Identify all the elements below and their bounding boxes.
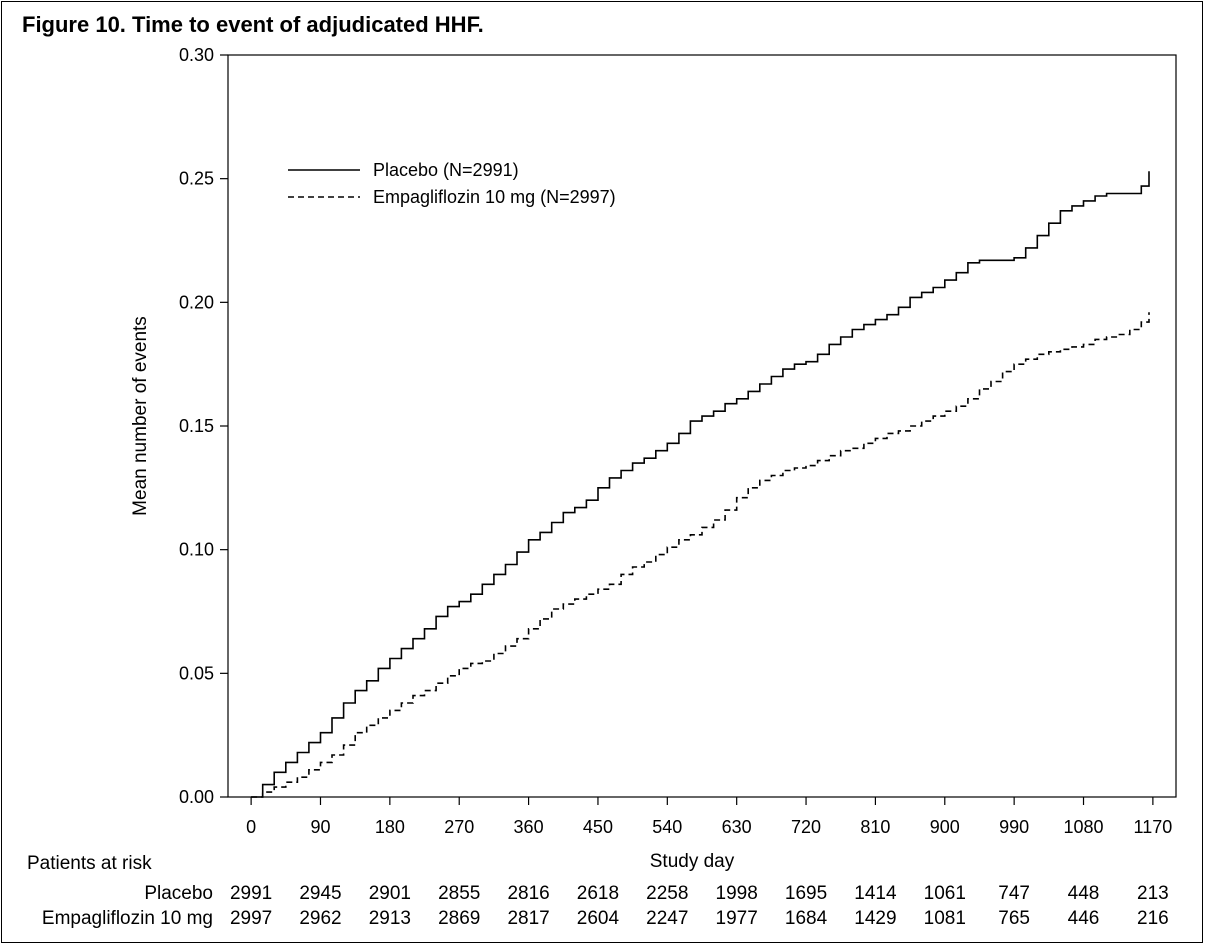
x-axis-label: Study day [650, 851, 735, 872]
at-risk-value: 2817 [507, 908, 549, 929]
series-line-placebo [251, 171, 1150, 798]
at-risk-value: 446 [1068, 908, 1100, 929]
at-risk-value: 2618 [577, 883, 619, 904]
at-risk-row-label: Empagliflozin 10 mg [42, 908, 213, 929]
x-tick-label: 990 [999, 817, 1029, 837]
x-tick-label: 1170 [1134, 817, 1173, 837]
y-tick-label: 0.05 [179, 663, 214, 683]
y-tick-label: 0.00 [179, 787, 214, 807]
y-tick-label: 0.15 [179, 416, 214, 436]
x-tick-label: 450 [583, 817, 613, 837]
x-tick-label: 360 [514, 817, 544, 837]
legend-label: Empagliflozin 10 mg (N=2997) [373, 187, 616, 207]
series-line-empagliflozin [251, 312, 1150, 798]
y-tick-label: 0.20 [179, 292, 214, 312]
at-risk-value: 2258 [646, 883, 688, 904]
chart-series-layer [251, 171, 1150, 798]
figure-title: Figure 10. Time to event of adjudicated … [22, 12, 484, 37]
at-risk-value: 2901 [369, 883, 411, 904]
at-risk-value: 2816 [507, 883, 549, 904]
at-risk-value: 2869 [438, 908, 480, 929]
y-tick-label: 0.10 [179, 540, 214, 560]
at-risk-value: 2991 [230, 883, 272, 904]
at-risk-value: 1695 [785, 883, 827, 904]
at-risk-value: 765 [998, 908, 1030, 929]
at-risk-value: 448 [1068, 883, 1100, 904]
chart-legend: Placebo (N=2991) Empagliflozin 10 mg (N=2… [288, 160, 616, 207]
at-risk-value: 2962 [299, 908, 341, 929]
at-risk-value: 2945 [299, 883, 341, 904]
y-tick-label: 0.30 [179, 45, 214, 65]
at-risk-value: 747 [998, 883, 1030, 904]
x-tick-label: 0 [246, 817, 256, 837]
x-tick-label: 810 [860, 817, 890, 837]
plot-frame [227, 54, 1177, 798]
at-risk-value: 1977 [716, 908, 758, 929]
at-risk-value: 1998 [716, 883, 758, 904]
x-tick-label: 720 [791, 817, 821, 837]
at-risk-value: 2247 [646, 908, 688, 929]
x-tick-label: 900 [930, 817, 960, 837]
at-risk-value: 2855 [438, 883, 480, 904]
at-risk-value: 213 [1137, 883, 1169, 904]
x-tick-label: 270 [444, 817, 474, 837]
legend-label: Placebo (N=2991) [373, 160, 519, 180]
at-risk-row-label: Placebo [144, 883, 213, 904]
at-risk-header: Patients at risk [27, 853, 152, 874]
at-risk-value: 216 [1137, 908, 1169, 929]
x-tick-label: 540 [652, 817, 682, 837]
at-risk-value: 2604 [577, 908, 620, 929]
at-risk-value: 1684 [785, 908, 828, 929]
x-tick-label: 630 [722, 817, 752, 837]
at-risk-value: 2997 [230, 908, 272, 929]
at-risk-table: Patients at risk Placebo 2991 2945 2901 2855 2… [27, 853, 1169, 929]
at-risk-value: 1414 [854, 883, 897, 904]
at-risk-value: 1081 [924, 908, 966, 929]
x-tick-label: 1080 [1063, 817, 1103, 837]
y-axis-label: Mean number of events [130, 316, 151, 516]
x-tick-label: 180 [375, 817, 405, 837]
x-tick-label: 90 [310, 817, 330, 837]
y-tick-label: 0.25 [179, 169, 214, 189]
at-risk-value: 1429 [854, 908, 896, 929]
at-risk-value: 2913 [369, 908, 411, 929]
chart-axes: 0.00 0.05 0.10 0.15 0.20 0.25 0.30 0 90 180 270 360… [130, 45, 1177, 872]
at-risk-value: 1061 [924, 883, 966, 904]
